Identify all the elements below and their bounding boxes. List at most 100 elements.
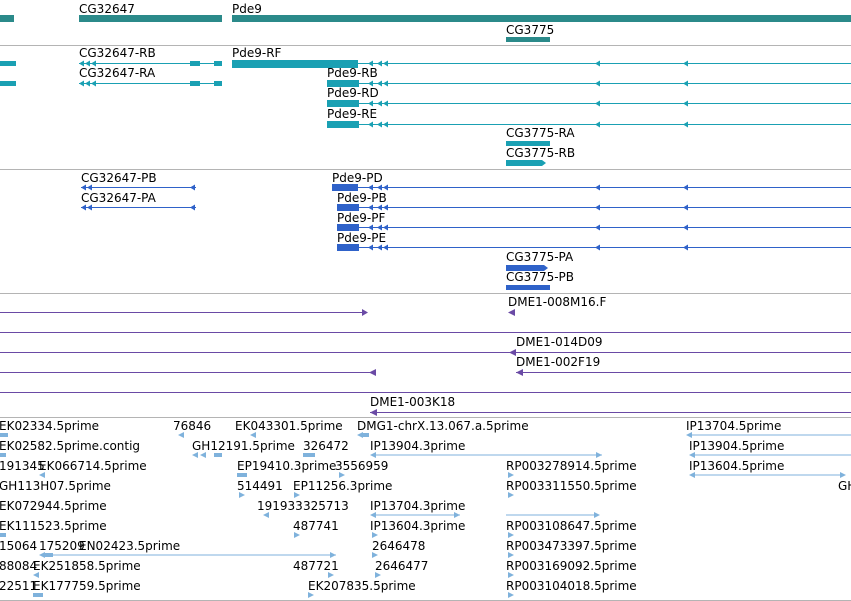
mrna-label[interactable]: Pde9-RD <box>327 86 379 100</box>
est-label[interactable]: IP13704.3prime <box>370 499 466 513</box>
est-label[interactable]: EK02582.5prime.contig <box>0 439 141 453</box>
mrna-glyph-pde9-rd[interactable] <box>327 100 851 107</box>
est-glyph[interactable] <box>263 512 269 518</box>
est-label[interactable]: EP19410.3prime <box>237 459 337 473</box>
est-label[interactable]: 326472 <box>303 439 349 453</box>
est-label[interactable]: 2646478 <box>372 539 426 553</box>
gene-label-cg3775[interactable]: CG3775 <box>506 23 555 37</box>
est-label[interactable]: DMG1-chrX.13.067.a.5prime <box>357 419 529 433</box>
est-label[interactable]: 15064 <box>0 539 38 553</box>
est-label[interactable]: IP13604.5prime <box>689 459 785 473</box>
mrna-label[interactable]: CG3775-RA <box>506 126 575 140</box>
mrna-glyph-pde9-re[interactable] <box>327 121 851 128</box>
clone-label[interactable]: DME1-014D09 <box>516 335 603 349</box>
clone-glyph-dme1-003k18[interactable] <box>370 409 851 416</box>
cds-glyph-pde9-pd[interactable] <box>332 184 851 191</box>
mrna-glyph-cg32647-ra[interactable] <box>79 80 222 87</box>
est-label[interactable]: 487741 <box>293 519 339 533</box>
mrna-glyph-edge[interactable] <box>0 61 16 66</box>
clone-glyph-dme1-002f19[interactable] <box>0 369 851 376</box>
est-label[interactable]: EK072944.5prime <box>0 499 107 513</box>
cds-label[interactable]: CG32647-PA <box>81 191 156 205</box>
cds-label[interactable]: Pde9-PF <box>337 211 386 225</box>
est-label[interactable]: 88084 <box>0 559 38 573</box>
est-glyph[interactable] <box>308 592 314 598</box>
est-glyph[interactable] <box>508 572 514 578</box>
est-glyph[interactable] <box>0 433 8 437</box>
mrna-label[interactable]: CG32647-RA <box>79 66 156 80</box>
est-label[interactable]: 325713 <box>303 499 349 513</box>
mrna-glyph-cg3775-ra[interactable] <box>506 141 550 146</box>
est-label[interactable]: EK066714.5prime <box>39 459 147 473</box>
est-glyph[interactable] <box>33 593 43 597</box>
est-glyph[interactable] <box>339 472 345 478</box>
est-glyph[interactable] <box>303 453 315 457</box>
est-glyph[interactable] <box>33 572 39 578</box>
mrna-label[interactable]: Pde9-RF <box>232 46 282 60</box>
cds-glyph-cg32647-pb[interactable] <box>81 184 196 191</box>
mrna-glyph-cg32647-rb[interactable] <box>79 60 222 67</box>
clone-glyph-left-span[interactable] <box>0 309 368 316</box>
est-glyph[interactable] <box>39 472 45 478</box>
cds-label[interactable]: CG32647-PB <box>81 171 157 185</box>
est-label[interactable]: EP11256.3prime <box>293 479 393 493</box>
est-glyph[interactable] <box>686 432 851 438</box>
est-glyph[interactable] <box>39 552 336 558</box>
est-glyph[interactable] <box>689 472 846 478</box>
gene-glyph-left-edge[interactable] <box>0 15 14 22</box>
clone-label[interactable]: DME1-008M16.F <box>508 295 607 309</box>
est-label[interactable]: 2646477 <box>375 559 429 573</box>
est-label[interactable]: RP003311550.5prime <box>506 479 637 493</box>
est-label[interactable]: 514491 <box>237 479 283 493</box>
est-glyph[interactable] <box>506 512 600 518</box>
mrna-glyph-edge[interactable] <box>0 81 16 86</box>
est-label[interactable]: 191345 <box>0 459 45 473</box>
cds-glyph-pde9-pe[interactable] <box>337 244 851 251</box>
mrna-label[interactable]: CG3775-RB <box>506 146 576 160</box>
est-glyph[interactable] <box>508 532 514 538</box>
est-label[interactable]: EK251858.5prime <box>33 559 141 573</box>
est-label[interactable]: EK207835.5prime <box>308 579 416 593</box>
est-glyph[interactable] <box>192 452 222 458</box>
est-label[interactable]: 3556959 <box>335 459 389 473</box>
est-glyph[interactable] <box>294 492 300 498</box>
est-label[interactable]: EK02334.5prime <box>0 419 100 433</box>
est-label[interactable]: RP003473397.5prime <box>506 539 637 553</box>
mrna-glyph-pde9-rf[interactable] <box>232 60 851 68</box>
est-label[interactable]: 191933 <box>257 499 303 513</box>
est-glyph[interactable] <box>328 572 334 578</box>
est-glyph[interactable] <box>508 472 514 478</box>
mrna-label[interactable]: CG32647-RB <box>79 46 156 60</box>
est-glyph[interactable] <box>370 452 602 458</box>
est-label[interactable]: GH113H07.5prime <box>0 479 111 493</box>
cds-label[interactable]: CG3775-PA <box>506 250 574 264</box>
clone-label[interactable]: DME1-003K18 <box>370 395 456 409</box>
cds-glyph-cg3775-pb[interactable] <box>506 285 550 290</box>
est-label[interactable]: IP13904.3prime <box>370 439 466 453</box>
mrna-label[interactable]: Pde9-RE <box>327 107 378 121</box>
cds-glyph-pde9-pb[interactable] <box>337 204 851 211</box>
est-glyph[interactable] <box>0 453 6 457</box>
est-label[interactable]: RP003278914.5prime <box>506 459 637 473</box>
est-label[interactable]: RP003108647.5prime <box>506 519 637 533</box>
est-glyph[interactable] <box>178 432 184 438</box>
est-label[interactable]: RP003104018.5prime <box>506 579 637 593</box>
cds-label[interactable]: Pde9-PB <box>337 191 387 205</box>
est-glyph[interactable] <box>689 452 851 458</box>
est-label[interactable]: 22511 <box>0 579 38 593</box>
cds-label[interactable]: Pde9-PE <box>337 231 387 245</box>
est-label[interactable]: 76846 <box>173 419 212 433</box>
est-label[interactable]: 487721 <box>293 559 339 573</box>
est-glyph[interactable] <box>372 532 378 538</box>
est-glyph[interactable] <box>372 552 378 558</box>
est-glyph[interactable] <box>370 512 460 518</box>
est-glyph[interactable] <box>508 492 514 498</box>
cds-glyph-cg3775-pa[interactable] <box>506 265 548 271</box>
est-glyph[interactable] <box>239 492 245 498</box>
clone-glyph-dme1-014d09[interactable] <box>0 349 851 356</box>
est-label[interactable]: RP003169092.5prime <box>506 559 637 573</box>
gene-glyph-cg32647[interactable] <box>79 15 222 22</box>
est-label[interactable]: GH <box>838 479 851 493</box>
est-label[interactable]: IP13704.5prime <box>686 419 782 433</box>
gene-label-pde9[interactable]: Pde9 <box>232 2 262 16</box>
